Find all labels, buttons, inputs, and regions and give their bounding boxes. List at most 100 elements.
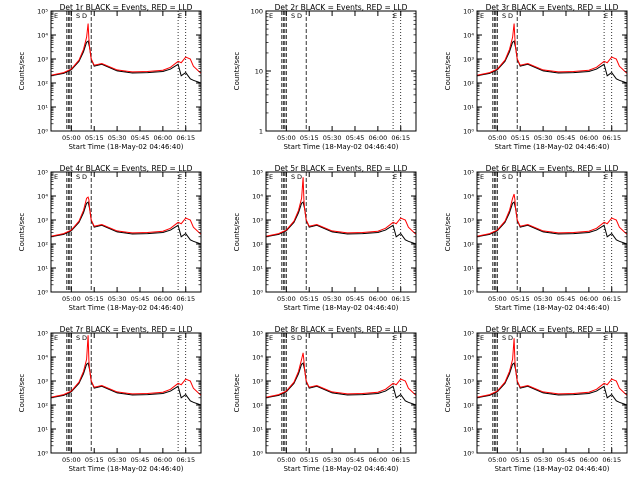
- x-axis-label: Start Time (18-May-02 04:46:40): [494, 143, 609, 151]
- panel-2: 1 10 100 05:00 05:15 05:30 05:45 06:00 06:15 E S D E…: [233, 3, 417, 151]
- y-tick-label: 10⁰: [463, 450, 474, 458]
- series-line-events: [265, 362, 417, 406]
- y-tick-label: 10³: [463, 217, 474, 225]
- y-tick-label: 10³: [37, 378, 48, 386]
- x-tick-label: 06:00: [153, 456, 172, 464]
- y-axis-label: Counts/sec: [233, 213, 241, 252]
- plot-frame: [265, 332, 417, 454]
- x-tick-label: 06:00: [368, 295, 387, 303]
- y-axis-label: Counts/sec: [444, 213, 452, 252]
- y-tick-label: 10⁵: [463, 169, 474, 177]
- y-tick-label: 10³: [37, 217, 48, 225]
- x-tick-label: 05:45: [557, 456, 576, 464]
- panel-title: Det 2r BLACK = Events, RED = LLD: [275, 3, 408, 12]
- x-tick-label: 06:15: [176, 295, 195, 303]
- y-tick-label: 10⁴: [252, 354, 263, 362]
- y-tick-label: 10¹: [463, 104, 474, 112]
- y-axis-label: Counts/sec: [233, 374, 241, 413]
- y-tick-label: 10¹: [252, 265, 263, 273]
- segment-marker: E: [393, 173, 397, 181]
- x-tick-label: 05:00: [277, 134, 296, 142]
- x-axis-label: Start Time (18-May-02 04:46:40): [283, 304, 398, 312]
- y-tick-label: 10⁰: [252, 450, 263, 458]
- x-tick-label: 05:00: [488, 295, 507, 303]
- x-tick-label: 06:00: [153, 295, 172, 303]
- x-tick-label: 06:15: [391, 295, 410, 303]
- segment-marker: D: [297, 334, 302, 342]
- panel-title: Det 5r BLACK = Events, RED = LLD: [275, 164, 408, 173]
- series-line-events: [476, 40, 628, 84]
- plot-frame: [476, 332, 628, 454]
- y-tick-label: 10⁴: [463, 354, 474, 362]
- y-tick-label: 10⁴: [463, 193, 474, 201]
- panel-title: Det 3r BLACK = Events, RED = LLD: [486, 3, 619, 12]
- plot-frame: [476, 10, 628, 132]
- x-tick-label: 05:30: [108, 134, 127, 142]
- segment-marker: E: [393, 334, 397, 342]
- segment-marker: E: [393, 12, 397, 20]
- segment-marker: E: [604, 173, 608, 181]
- y-tick-label: 10²: [37, 241, 48, 249]
- segment-marker: E: [178, 173, 182, 181]
- y-tick-label: 10⁰: [37, 450, 48, 458]
- x-tick-label: 05:00: [488, 134, 507, 142]
- y-axis-label: Counts/sec: [233, 52, 241, 91]
- y-tick-label: 10¹: [37, 426, 48, 434]
- series-line-lld: [50, 23, 202, 76]
- panel-title: Det 7r BLACK = Events, RED = LLD: [60, 325, 193, 334]
- panel-title: Det 9r BLACK = Events, RED = LLD: [486, 325, 619, 334]
- x-tick-label: 05:15: [85, 295, 104, 303]
- y-tick-label: 10³: [463, 378, 474, 386]
- y-tick-label: 10⁰: [37, 128, 48, 136]
- panel-title: Det 1r BLACK = Events, RED = LLD: [60, 3, 193, 12]
- x-tick-label: 05:15: [300, 134, 319, 142]
- x-tick-label: 06:15: [391, 134, 410, 142]
- plot-frame: [476, 171, 628, 293]
- segment-marker: D: [297, 12, 302, 20]
- x-tick-label: 05:15: [300, 295, 319, 303]
- x-tick-label: 06:15: [176, 456, 195, 464]
- x-axis-label: Start Time (18-May-02 04:46:40): [494, 304, 609, 312]
- y-tick-label: 10³: [252, 217, 263, 225]
- y-tick-label: 10⁴: [37, 32, 48, 40]
- x-tick-label: 05:30: [323, 456, 342, 464]
- x-tick-label: 05:00: [277, 456, 296, 464]
- series-line-lld: [50, 196, 202, 237]
- y-tick-label: 10⁵: [463, 8, 474, 16]
- series-line-lld: [265, 352, 417, 398]
- y-axis-label: Counts/sec: [18, 213, 26, 252]
- x-tick-label: 05:00: [62, 295, 81, 303]
- x-tick-label: 05:15: [511, 134, 530, 142]
- x-tick-label: 06:00: [579, 456, 598, 464]
- segment-marker: E: [54, 334, 58, 342]
- x-tick-label: 05:00: [62, 456, 81, 464]
- x-tick-label: 05:45: [557, 295, 576, 303]
- y-tick-label: 10²: [37, 80, 48, 88]
- x-tick-label: 05:15: [85, 134, 104, 142]
- x-axis-label: Start Time (18-May-02 04:46:40): [68, 465, 183, 473]
- y-tick-label: 10¹: [463, 426, 474, 434]
- segment-marker: D: [297, 173, 302, 181]
- x-tick-label: 05:30: [108, 295, 127, 303]
- x-tick-label: 05:30: [534, 295, 553, 303]
- y-tick-label: 10¹: [252, 426, 263, 434]
- x-tick-label: 06:15: [602, 134, 621, 142]
- x-axis-label: Start Time (18-May-02 04:46:40): [68, 143, 183, 151]
- y-tick-label: 10²: [463, 241, 474, 249]
- segment-marker: D: [508, 334, 513, 342]
- series-line-lld: [265, 177, 417, 237]
- y-tick-label: 10⁰: [252, 289, 263, 297]
- panel-title: Det 8r BLACK = Events, RED = LLD: [275, 325, 408, 334]
- y-tick-label: 10²: [463, 80, 474, 88]
- series-line-events: [50, 201, 202, 245]
- y-tick-label: 10⁴: [37, 193, 48, 201]
- x-tick-label: 05:45: [131, 295, 150, 303]
- x-tick-label: 05:15: [511, 295, 530, 303]
- segment-marker: D: [82, 173, 87, 181]
- segment-marker: E: [178, 334, 182, 342]
